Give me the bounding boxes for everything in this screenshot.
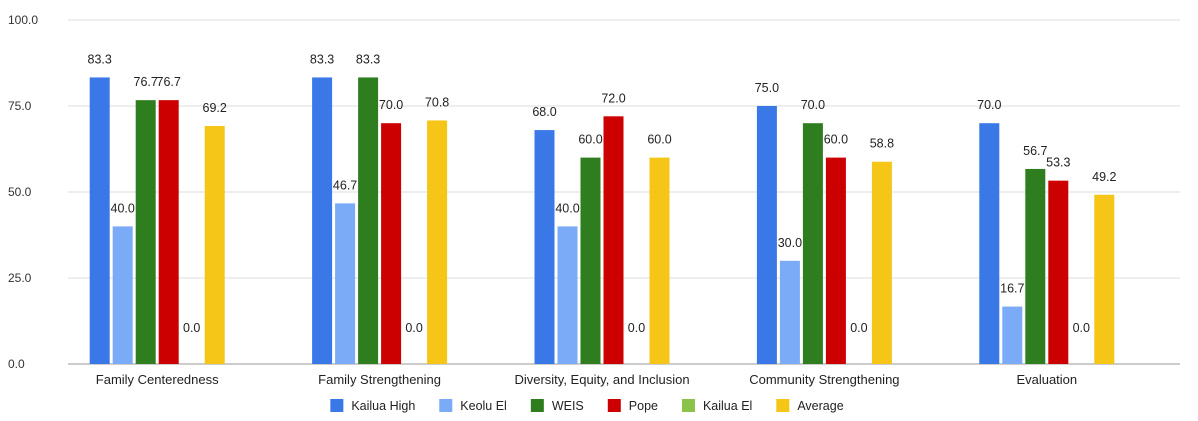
data-label: 46.7	[333, 178, 357, 192]
legend-label: Pope	[629, 399, 658, 413]
bar-pope	[603, 116, 624, 364]
legend-swatch	[681, 399, 695, 412]
bar-weis	[135, 100, 156, 364]
bar-kailua-high	[756, 106, 777, 364]
data-label: 75.0	[755, 81, 779, 95]
bar-average	[204, 125, 225, 365]
data-label: 56.7	[1023, 144, 1047, 158]
data-label: 60.0	[824, 133, 848, 147]
data-label: 83.3	[310, 52, 334, 66]
y-tick-label: 50.0	[8, 185, 32, 199]
data-label: 72.0	[601, 91, 625, 105]
bar-weis	[580, 157, 601, 364]
bar-kailua-high	[534, 130, 555, 364]
data-label: 70.8	[425, 95, 449, 109]
bar-keolu-el	[779, 260, 800, 364]
data-label: 0.0	[850, 321, 867, 335]
data-label: 0.0	[1073, 321, 1090, 335]
bar-kailua-high	[89, 77, 110, 364]
legend-swatch	[530, 399, 544, 412]
data-label: 0.0	[405, 321, 422, 335]
data-label: 0.0	[628, 321, 645, 335]
bar-keolu-el	[557, 226, 578, 364]
bar-weis	[358, 77, 379, 364]
bar-pope	[1048, 180, 1069, 364]
legend-swatch	[439, 399, 453, 412]
bar-pope	[825, 157, 846, 364]
legend-label: Average	[797, 399, 843, 413]
bar-kailua-high	[979, 123, 1000, 364]
legend-label: WEIS	[552, 399, 584, 413]
data-label: 60.0	[647, 133, 671, 147]
legend-label: Kailua El	[703, 399, 752, 413]
data-label: 76.7	[157, 75, 181, 89]
legend-swatch	[776, 399, 790, 412]
bar-pope	[158, 100, 179, 364]
bar-average	[427, 120, 448, 364]
data-label: 68.0	[532, 105, 556, 119]
x-category-label: Diversity, Equity, and Inclusion	[514, 372, 689, 387]
data-label: 70.0	[379, 98, 403, 112]
legend-swatch	[607, 399, 621, 412]
bar-average	[871, 161, 892, 364]
bar-weis	[1025, 168, 1046, 364]
data-label: 0.0	[183, 321, 200, 335]
data-label: 53.3	[1046, 156, 1070, 170]
data-label: 83.3	[88, 52, 112, 66]
data-label: 49.2	[1092, 170, 1116, 184]
x-category-label: Family Strengthening	[318, 372, 441, 387]
data-label: 76.7	[134, 75, 158, 89]
bar-average	[649, 157, 670, 364]
data-label: 30.0	[778, 236, 802, 250]
bar-pope	[381, 123, 402, 364]
legend-label: Kailua High	[351, 399, 415, 413]
bar-weis	[802, 123, 823, 364]
data-label: 83.3	[356, 52, 380, 66]
bar-keolu-el	[112, 226, 133, 364]
bar-keolu-el	[1002, 306, 1023, 364]
y-tick-label: 100.0	[8, 13, 38, 27]
data-label: 58.8	[870, 137, 894, 151]
data-label: 40.0	[555, 201, 579, 215]
x-category-label: Community Strengthening	[749, 372, 899, 387]
bar-kailua-high	[312, 77, 333, 364]
legend-label: Keolu El	[460, 399, 507, 413]
data-label: 40.0	[111, 201, 135, 215]
bar-average	[1094, 194, 1115, 364]
data-label: 70.0	[801, 98, 825, 112]
x-category-label: Evaluation	[1016, 372, 1077, 387]
legend-swatch	[330, 399, 344, 412]
y-tick-label: 25.0	[8, 271, 32, 285]
data-label: 70.0	[977, 98, 1001, 112]
y-tick-label: 0.0	[8, 357, 25, 371]
x-category-label: Family Centeredness	[96, 372, 219, 387]
bar-keolu-el	[335, 203, 356, 364]
y-tick-label: 75.0	[8, 99, 32, 113]
data-label: 60.0	[578, 133, 602, 147]
data-label: 16.7	[1000, 282, 1024, 296]
data-label: 69.2	[203, 101, 227, 115]
